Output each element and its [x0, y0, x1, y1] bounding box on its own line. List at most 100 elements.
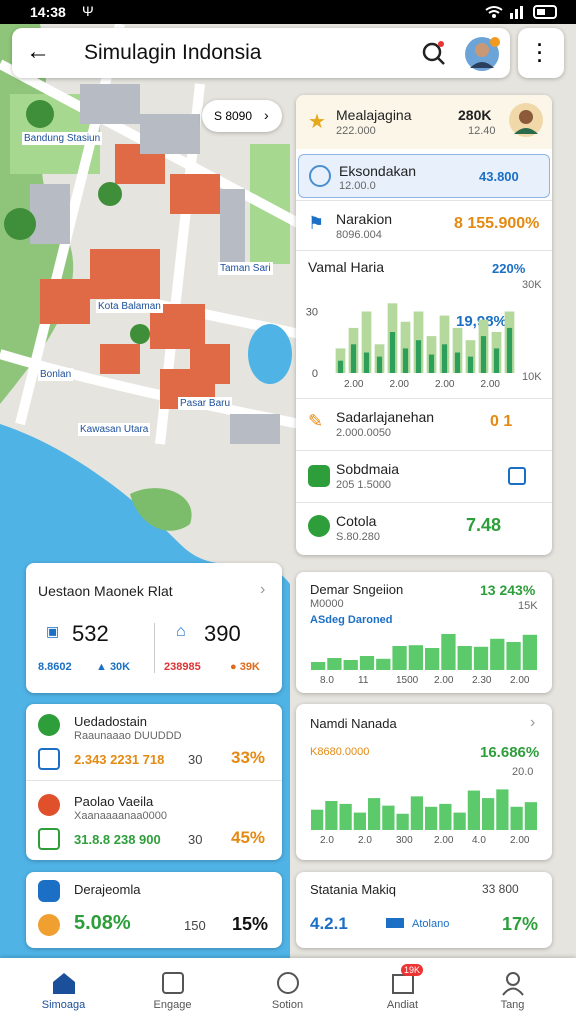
- nav-label: Sotion: [271, 999, 304, 1011]
- panel-header: ★ Mealajagina 222.000 280K 12.40: [296, 95, 552, 149]
- price-chip[interactable]: S 8090 ›: [202, 100, 282, 132]
- row[interactable]: Sobdmaia 205 1.5000: [296, 450, 552, 502]
- bar: [400, 321, 411, 373]
- x-tick-label: 4.0: [472, 835, 486, 846]
- row[interactable]: Cotola S.80.280 7.48: [296, 502, 552, 555]
- bar: [408, 645, 423, 670]
- card-percent: 17%: [502, 914, 539, 934]
- card-caption: ASdeg Daroned: [310, 614, 393, 626]
- right-label: 10K: [522, 371, 542, 383]
- chart-row: Vamal Haria 220% 19,98% 30K 10K 0302.002…: [296, 250, 552, 398]
- list-value: 2.343 2231 718: [74, 752, 165, 767]
- bar: [410, 796, 423, 830]
- header-title: Mealajagina: [336, 107, 412, 123]
- right-label: 30K: [522, 279, 542, 291]
- row-icon: [308, 465, 330, 487]
- bar: [441, 344, 448, 373]
- bar: [392, 646, 407, 670]
- map-label: Kota Balaman: [96, 300, 163, 313]
- row-icon: [308, 515, 330, 537]
- divider: [26, 780, 282, 781]
- stat-icon: ⌂: [176, 623, 186, 640]
- bar: [441, 634, 456, 670]
- card-title: Derajeomla: [74, 882, 141, 897]
- status-icon: Ψ: [82, 3, 94, 19]
- y-tick-label: 0: [312, 368, 318, 380]
- small-card[interactable]: Derajeomla 5.08% 150 15%: [26, 872, 282, 948]
- card-percent: 15%: [232, 914, 269, 934]
- search-button[interactable]: [420, 40, 446, 66]
- map-label: Bandung Stasiun: [22, 132, 103, 145]
- nav-label: Tang: [500, 999, 525, 1011]
- card-right: 20.0: [512, 766, 534, 778]
- bar: [467, 790, 480, 830]
- nav-item[interactable]: Engage: [115, 960, 230, 1024]
- stat-value: 532: [72, 621, 109, 646]
- list-icon: [38, 748, 60, 770]
- x-tick-label: 2.00: [481, 379, 501, 390]
- row-value: 0 1: [490, 413, 513, 430]
- row-highlight[interactable]: Eksondakan 12.00.0 43.800: [298, 154, 550, 198]
- bar: [482, 798, 495, 830]
- card-title: Namdi Nanada: [310, 716, 397, 731]
- card-change: 13 243%: [480, 582, 536, 598]
- bar: [480, 336, 487, 373]
- stat-value: 390: [204, 621, 241, 646]
- bar: [439, 315, 450, 373]
- nav-icon: [52, 973, 75, 994]
- row-value: 43.800: [479, 169, 519, 184]
- nav-item[interactable]: Simoaga: [6, 960, 121, 1024]
- card-right: 15K: [518, 600, 538, 612]
- bar: [425, 648, 440, 670]
- avatar[interactable]: [464, 36, 500, 72]
- list-title: Uedadostain: [74, 714, 147, 729]
- price-chip-text: S 8090: [214, 109, 253, 123]
- list-percent: 45%: [231, 828, 266, 847]
- x-tick-label: 2.00: [510, 835, 530, 846]
- row-subtitle: 2.000.0050: [336, 427, 392, 439]
- row-value: 7.48: [466, 515, 502, 535]
- chart-card[interactable]: Demar Sngeiion 13 243% M0000 15K ASdeg D…: [296, 572, 552, 693]
- bar-chart: 8.0 11 1500 2.00 2.30 2.00: [311, 634, 537, 686]
- bar: [473, 646, 489, 670]
- bar: [428, 354, 435, 373]
- x-tick-label: 2.30: [472, 675, 492, 686]
- bottom-nav: [0, 958, 576, 1024]
- row-icon: ⚑: [308, 213, 325, 233]
- row-icon: [309, 165, 331, 187]
- x-tick-label: 2.00: [435, 379, 455, 390]
- small-card[interactable]: Statania Makiq 33 800 4.2.1 Atolano 17%: [296, 872, 552, 948]
- stats-card[interactable]: Uestaon Maonek Rlat › ▣ 532 8.8602 ▲ 30K…: [26, 563, 282, 693]
- bar: [382, 805, 395, 830]
- bar: [311, 662, 326, 670]
- bar: [490, 638, 505, 670]
- chevron: ›: [264, 107, 269, 123]
- row-icon: ✎: [308, 411, 324, 431]
- bar: [368, 798, 381, 830]
- nav-label: Andiat: [386, 999, 419, 1011]
- x-tick-label: 2.00: [434, 675, 454, 686]
- card-change: 16.686%: [480, 744, 540, 761]
- bar: [396, 813, 409, 830]
- back-button[interactable]: ←: [26, 38, 50, 65]
- nav-item[interactable]: Tang: [455, 960, 570, 1024]
- row[interactable]: ✎ Sadarlajanehan 2.000.0050 0 1: [296, 398, 552, 450]
- bar: [350, 344, 357, 373]
- row[interactable]: ⚑ Narakion 8096.004 8 155.900%: [296, 200, 552, 250]
- menu-button[interactable]: · · ·: [518, 28, 564, 78]
- bar: [453, 812, 466, 830]
- row-title: Sobdmaia: [336, 461, 400, 477]
- bar: [425, 806, 438, 830]
- nav-item[interactable]: Sotion: [230, 960, 345, 1024]
- bar: [439, 803, 452, 830]
- nav-item[interactable]: Andiat 19K: [345, 960, 460, 1024]
- card-icon: [38, 880, 60, 902]
- panel-chart: 0 30 2.00 2.00 2.00 2.00: [306, 303, 515, 390]
- x-tick-label: 11: [358, 675, 369, 686]
- card-title: Demar Sngeiion: [310, 582, 404, 597]
- row-action[interactable]: [508, 467, 526, 485]
- header-value: 280K: [458, 107, 492, 123]
- chart-card[interactable]: Namdi Nanada › K8680.0000 16.686% 20.0 2…: [296, 704, 552, 860]
- stat-icon: ▣: [46, 623, 60, 639]
- bar: [452, 327, 463, 373]
